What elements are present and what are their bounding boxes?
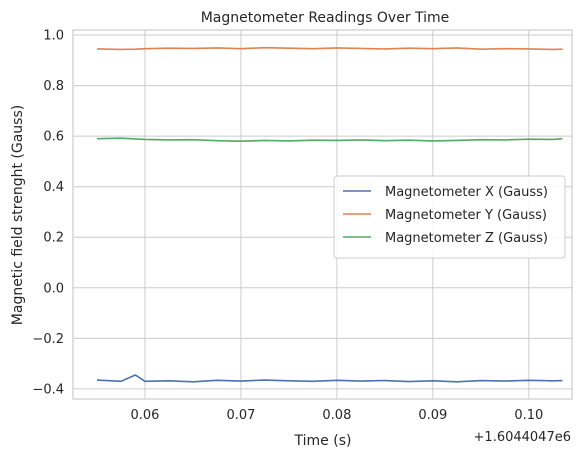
y-tick-label: 0.2 [43, 231, 64, 246]
x-tick-label: 0.10 [514, 408, 543, 423]
x-tick-label: 0.06 [130, 408, 159, 423]
series-lines [96, 46, 563, 383]
legend-label-z: Magnetometer Z (Gauss) [385, 231, 548, 246]
y-tick-label: −0.2 [32, 332, 64, 347]
x-tick-label: 0.07 [226, 408, 255, 423]
legend: Magnetometer X (Gauss) Magnetometer Y (G… [333, 175, 566, 259]
y-tick-label: 0.6 [43, 130, 64, 145]
y-tick-label: 0.4 [43, 180, 64, 195]
y-tick-label: 1.0 [43, 29, 64, 44]
series-line-y [96, 46, 563, 51]
chart-title: Magnetometer Readings Over Time [201, 10, 450, 26]
y-tick-label: 0.0 [43, 281, 64, 296]
legend-box [333, 175, 566, 259]
plot-frame [72, 29, 573, 400]
tick-labels: 0.06 0.07 0.08 0.09 0.10 −0.4 −0.2 0.0 0.2 0.4 0.6… [32, 29, 543, 423]
y-axis-label: Magnetic field strenght (Gauss) [10, 105, 26, 325]
x-axis-label: Time (s) [294, 433, 352, 449]
series-line-z [96, 137, 563, 143]
y-tick-label: 0.8 [43, 79, 64, 94]
y-tick-label: −0.4 [32, 382, 64, 397]
x-tick-label: 0.09 [418, 408, 447, 423]
series-line-x [96, 374, 563, 383]
legend-label-x: Magnetometer X (Gauss) [385, 185, 548, 200]
x-offset-label: +1.6044047e6 [474, 430, 571, 445]
x-tick-label: 0.08 [322, 408, 351, 423]
legend-label-y: Magnetometer Y (Gauss) [385, 208, 547, 223]
